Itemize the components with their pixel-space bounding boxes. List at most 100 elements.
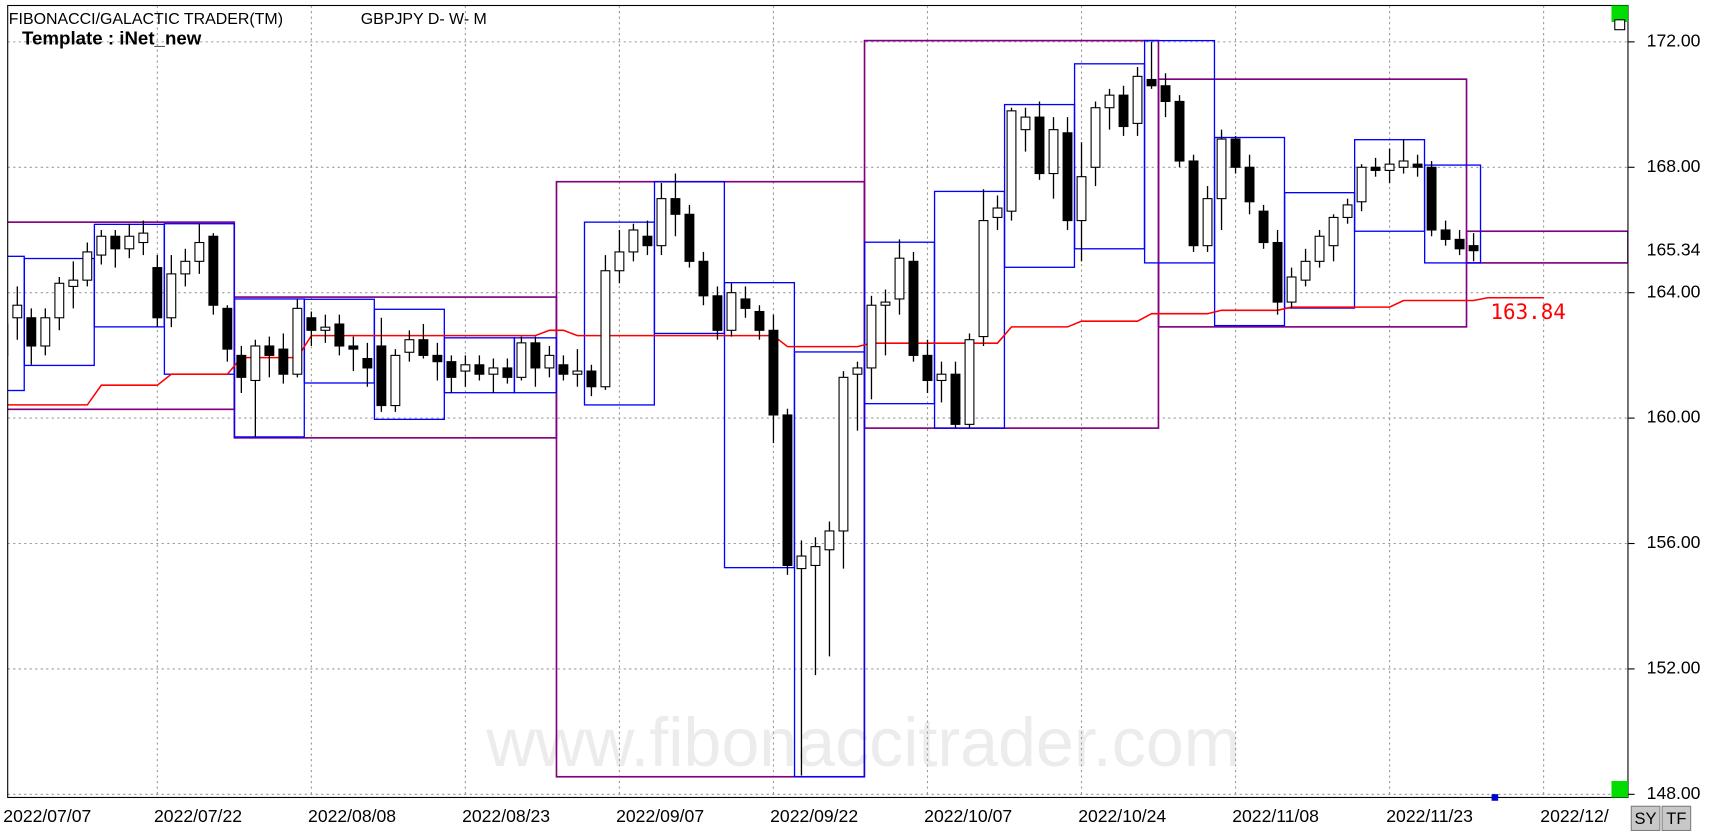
candle-body bbox=[628, 229, 639, 253]
x-tick-label: 2022/11/23 bbox=[1386, 806, 1473, 826]
candle-body bbox=[838, 376, 849, 532]
candle-body bbox=[936, 373, 947, 382]
candle-body bbox=[1006, 110, 1017, 212]
candle-body bbox=[1188, 160, 1199, 247]
candle-body bbox=[1286, 276, 1297, 303]
candle-body bbox=[1048, 129, 1059, 175]
candle-body bbox=[1412, 163, 1423, 168]
candle-body bbox=[278, 348, 289, 375]
candle-body bbox=[1090, 107, 1101, 168]
candle-body bbox=[12, 304, 23, 319]
candle-body bbox=[768, 329, 779, 416]
candle-body bbox=[726, 292, 737, 331]
candle-body bbox=[544, 354, 555, 369]
candle-body bbox=[670, 198, 681, 215]
candle-body bbox=[362, 357, 373, 369]
toolbar-button[interactable] bbox=[1661, 805, 1692, 832]
candle-body bbox=[1370, 166, 1381, 171]
candle-body bbox=[558, 364, 569, 375]
candle-body bbox=[684, 213, 695, 262]
candle-body bbox=[1132, 75, 1143, 124]
y-tick-label: 160.00 bbox=[1647, 407, 1701, 427]
toolbar-button-label[interactable]: SY bbox=[1635, 810, 1657, 828]
candle-body bbox=[222, 307, 233, 350]
candle-body bbox=[852, 367, 863, 375]
candle-body bbox=[1174, 100, 1185, 162]
weekly-box bbox=[933, 190, 1006, 429]
candle-body bbox=[1272, 241, 1283, 303]
candle-body bbox=[754, 310, 765, 331]
candle-body bbox=[1328, 216, 1339, 247]
candle-body bbox=[460, 364, 471, 372]
candle-body bbox=[376, 345, 387, 407]
candle-body bbox=[1160, 85, 1171, 102]
indicator-square bbox=[1611, 780, 1628, 798]
y-tick-label: 148.00 bbox=[1647, 783, 1701, 803]
candle-body bbox=[880, 301, 891, 306]
candle-body bbox=[1216, 138, 1227, 200]
candle-body bbox=[334, 323, 345, 347]
toolbar-button[interactable] bbox=[1630, 805, 1661, 832]
x-tick-label: 2022/11/08 bbox=[1232, 806, 1319, 826]
candle-body bbox=[1342, 204, 1353, 218]
candle-body bbox=[1062, 132, 1073, 222]
candle-body bbox=[1146, 78, 1157, 87]
y-tick-label: 152.00 bbox=[1647, 658, 1701, 678]
y-tick-label: 168.00 bbox=[1647, 156, 1701, 176]
candle-body bbox=[264, 345, 275, 356]
candle-body bbox=[502, 367, 513, 378]
candle-body bbox=[432, 354, 443, 363]
candle-body bbox=[922, 354, 933, 382]
candle-body bbox=[810, 546, 821, 567]
candle-body bbox=[1034, 116, 1045, 175]
x-tick-label: 2022/10/07 bbox=[924, 806, 1012, 826]
candle-body bbox=[68, 279, 79, 287]
candle-body bbox=[586, 370, 597, 388]
candle-body bbox=[796, 555, 807, 570]
candle-body bbox=[978, 220, 989, 338]
candle-body bbox=[124, 235, 135, 250]
candle-body bbox=[1202, 198, 1213, 247]
candle-body bbox=[1258, 210, 1269, 244]
ma-value-label: 163.84 bbox=[1490, 300, 1565, 324]
candle-body bbox=[1398, 160, 1409, 168]
x-tick-label: 2022/07/07 bbox=[3, 806, 91, 826]
candle-body bbox=[1104, 94, 1115, 109]
chart-title: FIBONACCI/GALACTIC TRADER(TM) bbox=[9, 11, 283, 28]
toolbar-button-label[interactable]: TF bbox=[1666, 810, 1686, 828]
candle-body bbox=[1244, 166, 1255, 203]
cursor-marker bbox=[1491, 794, 1499, 801]
candle-body bbox=[698, 260, 709, 297]
candle-body bbox=[964, 339, 975, 425]
candle-body bbox=[390, 354, 401, 407]
candle-body bbox=[1454, 238, 1465, 250]
candle-body bbox=[54, 282, 65, 319]
candle-body bbox=[740, 298, 751, 309]
x-tick-label: 2022/10/24 bbox=[1078, 806, 1166, 826]
candle-body bbox=[488, 367, 499, 375]
candle-body bbox=[642, 235, 653, 247]
x-tick-label: 2022/07/22 bbox=[154, 806, 242, 826]
candle-body bbox=[152, 267, 163, 319]
plot-area: www.fibonaccitrader.com bbox=[7, 5, 1628, 798]
candle-body bbox=[782, 414, 793, 567]
y-tick-label: 156.00 bbox=[1647, 532, 1701, 552]
candle-body bbox=[1118, 94, 1129, 128]
candle-body bbox=[306, 317, 317, 331]
candle-body bbox=[236, 354, 247, 378]
candle-body bbox=[1468, 245, 1479, 252]
x-tick-label: 2022/08/23 bbox=[462, 806, 550, 826]
candle-body bbox=[712, 295, 723, 331]
candle-body bbox=[250, 345, 261, 382]
candle-body bbox=[348, 345, 359, 350]
x-tick-label: 2022/09/22 bbox=[770, 806, 858, 826]
candle-body bbox=[292, 307, 303, 375]
chart-subtitle: GBPJPY D- W- M bbox=[361, 11, 487, 28]
candle-body bbox=[82, 251, 93, 281]
candle-body bbox=[110, 235, 121, 250]
indicator-square bbox=[1611, 5, 1628, 22]
candle-body bbox=[194, 241, 205, 262]
candle-body bbox=[320, 326, 331, 331]
